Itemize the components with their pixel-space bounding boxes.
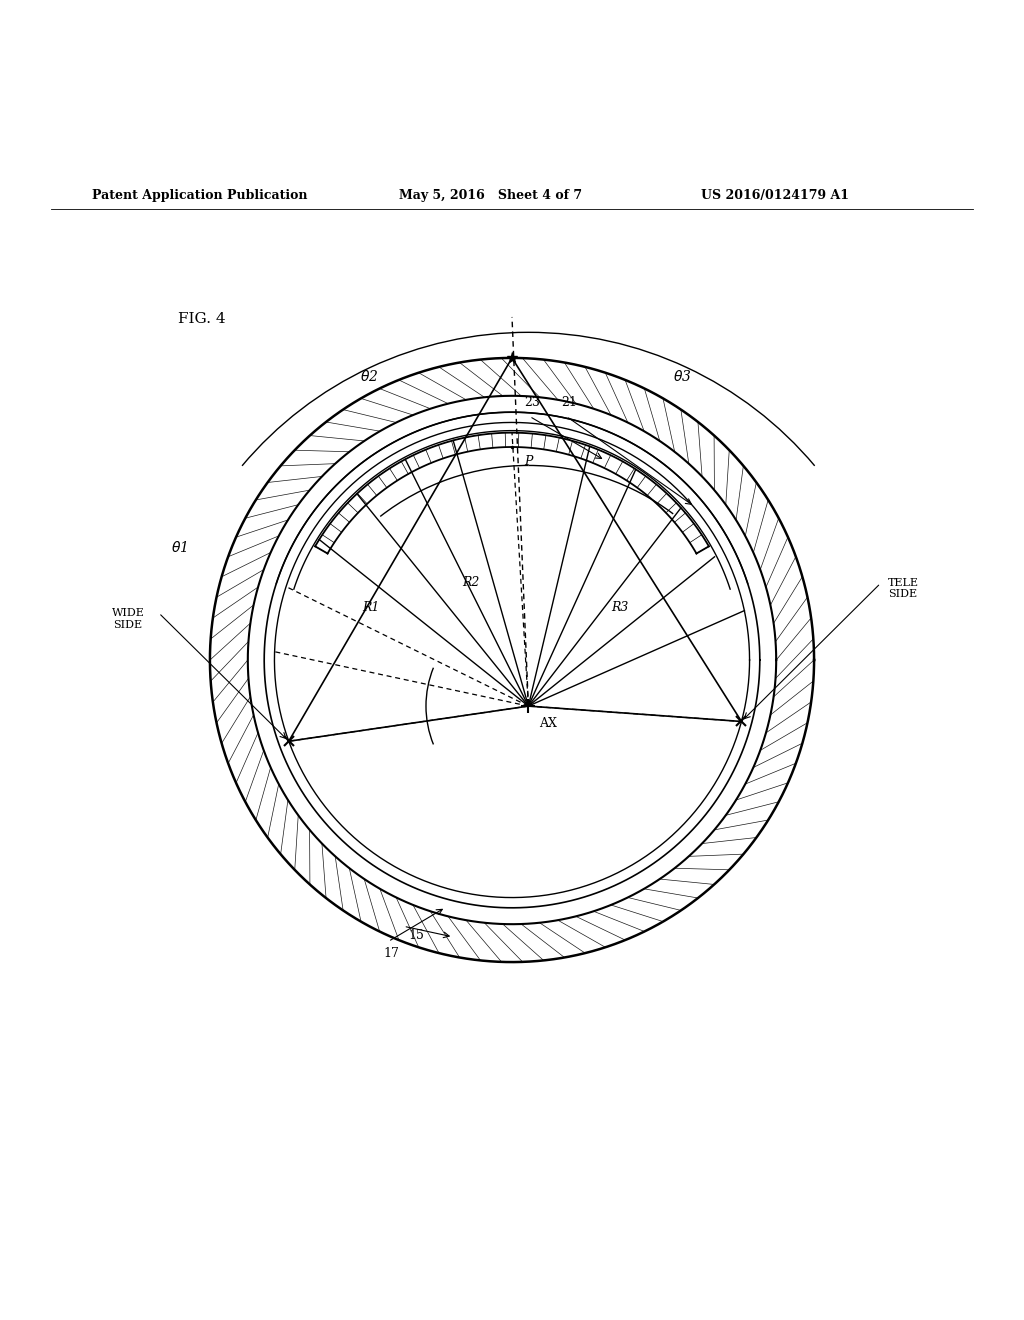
Text: R3: R3 <box>611 601 629 614</box>
Text: Patent Application Publication: Patent Application Publication <box>92 189 307 202</box>
Text: May 5, 2016   Sheet 4 of 7: May 5, 2016 Sheet 4 of 7 <box>399 189 583 202</box>
Text: 23: 23 <box>524 396 541 409</box>
Text: $\theta$1: $\theta$1 <box>171 540 187 556</box>
Text: $\theta$2: $\theta$2 <box>360 370 379 384</box>
Text: 17: 17 <box>383 946 399 960</box>
Text: $\theta$3: $\theta$3 <box>673 370 691 384</box>
Text: FIG. 4: FIG. 4 <box>178 312 226 326</box>
Text: R1: R1 <box>362 601 380 614</box>
Text: P: P <box>524 455 532 469</box>
Text: US 2016/0124179 A1: US 2016/0124179 A1 <box>701 189 850 202</box>
Text: R2: R2 <box>462 577 479 589</box>
Text: 15: 15 <box>409 928 425 941</box>
Text: 21: 21 <box>561 396 578 409</box>
Text: TELE
SIDE: TELE SIDE <box>888 578 919 599</box>
Text: WIDE
SIDE: WIDE SIDE <box>112 609 144 630</box>
Text: AX: AX <box>539 717 556 730</box>
